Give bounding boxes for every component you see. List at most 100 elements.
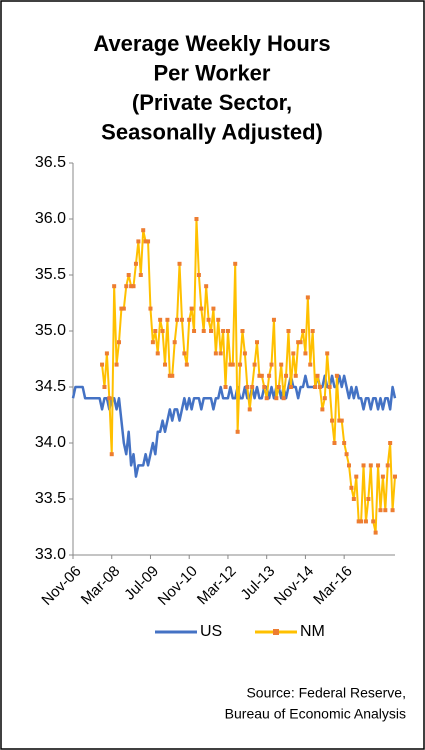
series-marker — [356, 519, 361, 524]
series-marker — [187, 317, 192, 322]
series-marker — [344, 452, 349, 457]
series-marker — [259, 373, 264, 378]
series-marker — [160, 329, 165, 333]
series-marker — [163, 362, 167, 367]
series-marker — [172, 340, 177, 345]
series-marker — [223, 385, 228, 389]
y-tick-label: 36.5 — [35, 154, 66, 171]
series-marker — [133, 261, 138, 266]
series-marker — [199, 306, 204, 311]
series-marker — [228, 362, 233, 367]
series-marker — [117, 340, 121, 345]
series-marker — [366, 497, 371, 501]
series-marker — [206, 317, 211, 322]
series-marker — [279, 362, 284, 367]
series-marker — [284, 373, 289, 378]
series-marker — [298, 340, 303, 345]
series-marker — [126, 273, 131, 277]
series-marker — [380, 474, 385, 479]
series-marker — [184, 362, 189, 367]
series-marker — [221, 329, 226, 333]
series-marker — [177, 261, 182, 266]
series-marker — [310, 329, 315, 333]
series-marker — [332, 441, 337, 445]
series-marker — [158, 317, 163, 322]
series-marker — [182, 351, 187, 356]
series-marker — [192, 329, 197, 333]
series-marker — [242, 351, 247, 356]
series-marker — [293, 373, 298, 378]
series-marker — [271, 317, 276, 322]
series-marker — [148, 306, 153, 311]
series-marker — [354, 474, 359, 479]
series-marker — [361, 463, 366, 468]
series-marker — [204, 284, 209, 289]
series-marker — [303, 351, 308, 356]
series-marker — [189, 306, 194, 311]
series-marker — [315, 373, 320, 378]
series-marker — [347, 463, 351, 468]
y-tick-label: 33.0 — [35, 546, 66, 563]
chart-title: Average Weekly Hours — [93, 31, 330, 56]
series-marker — [136, 239, 141, 244]
series-marker — [153, 329, 158, 333]
series-marker — [230, 362, 235, 367]
series-marker — [286, 329, 291, 333]
series-marker — [196, 273, 201, 277]
series-marker — [337, 418, 342, 423]
source-note: Bureau of Economic Analysis — [225, 706, 406, 722]
series-marker — [252, 362, 257, 367]
series-marker — [131, 284, 136, 289]
series-marker — [269, 362, 274, 367]
series-marker — [179, 317, 184, 322]
series-marker — [112, 284, 117, 289]
series-marker — [240, 329, 245, 333]
series-marker — [339, 418, 344, 423]
chart-title: Seasonally Adjusted) — [101, 119, 323, 144]
series-marker — [146, 239, 151, 244]
y-tick-label: 34.0 — [35, 434, 66, 451]
chart-title: Per Worker — [154, 60, 271, 85]
series-marker — [305, 295, 310, 300]
series-marker — [385, 463, 390, 468]
series-marker — [308, 362, 313, 367]
series-marker — [102, 385, 107, 389]
series-marker — [317, 385, 322, 389]
series-marker — [250, 385, 255, 389]
series-marker — [368, 463, 373, 468]
series-marker — [301, 329, 305, 333]
series-marker — [313, 385, 318, 389]
series-marker — [100, 362, 105, 367]
series-marker — [114, 362, 119, 367]
series-marker — [170, 373, 175, 378]
legend-label: NM — [300, 623, 325, 640]
series-marker — [121, 306, 126, 311]
series-marker — [165, 317, 170, 322]
series-marker — [264, 396, 269, 401]
series-marker — [274, 396, 279, 401]
series-marker — [150, 340, 155, 345]
series-marker — [119, 306, 124, 311]
series-marker — [245, 385, 250, 389]
source-note: Source: Federal Reserve, — [246, 685, 406, 701]
series-marker — [378, 508, 383, 513]
series-marker — [209, 329, 213, 333]
legend-marker — [273, 629, 279, 635]
series-marker — [129, 284, 134, 289]
series-marker — [322, 396, 327, 401]
series-marker — [383, 508, 388, 513]
series-marker — [327, 385, 332, 389]
series-marker — [211, 306, 216, 311]
series-marker — [141, 228, 146, 233]
series-marker — [291, 351, 296, 356]
series-marker — [359, 519, 364, 524]
series-marker — [276, 385, 281, 389]
series-marker — [281, 396, 286, 401]
series-marker — [342, 441, 347, 445]
y-tick-label: 34.5 — [35, 378, 66, 395]
series-marker — [213, 351, 218, 356]
series-marker — [373, 530, 378, 535]
series-marker — [363, 519, 368, 524]
series-marker — [288, 385, 293, 389]
